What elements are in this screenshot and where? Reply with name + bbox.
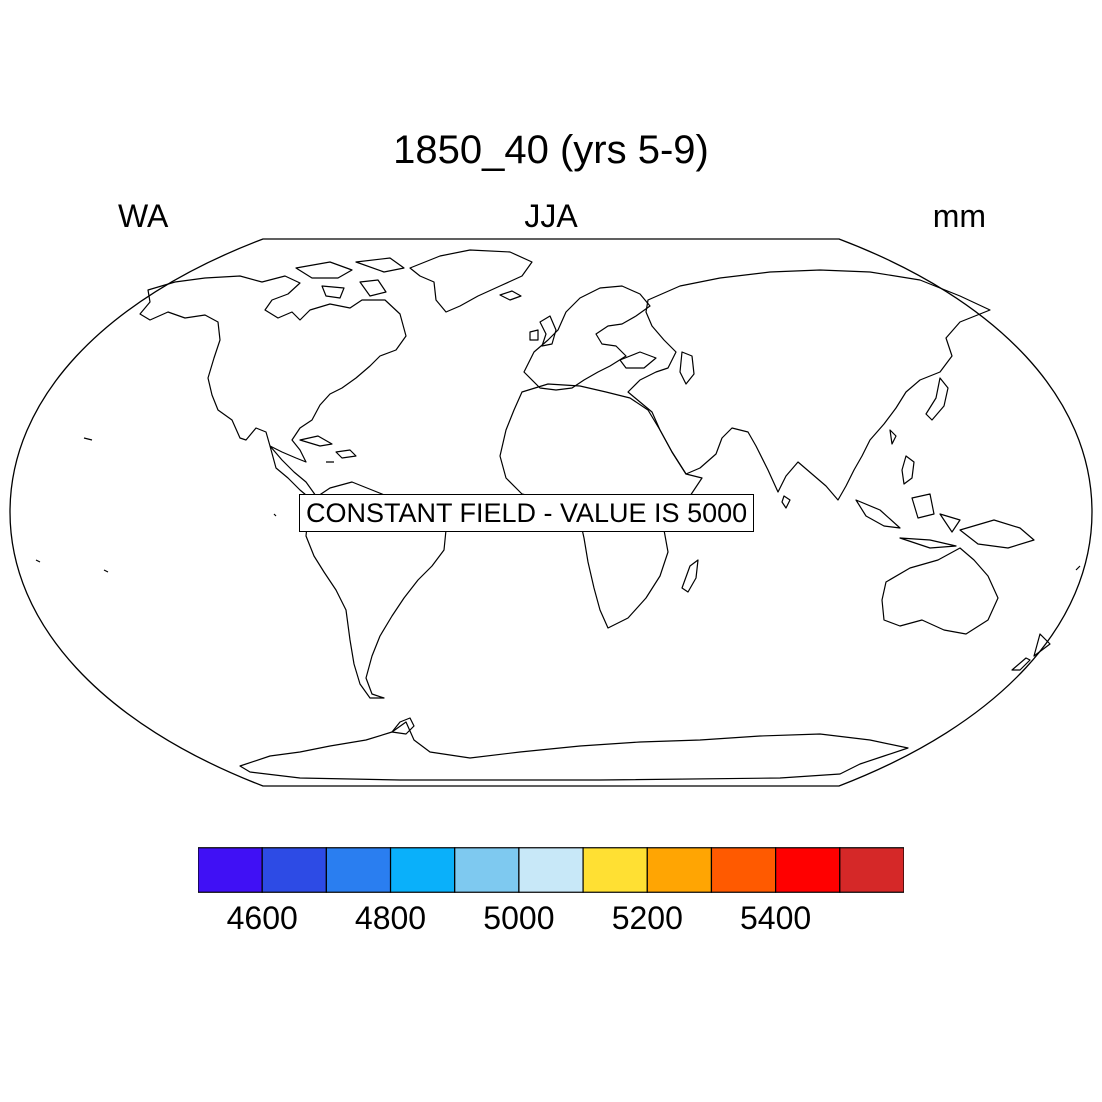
british-isles bbox=[529, 315, 557, 347]
pacific-islands bbox=[35, 437, 1081, 573]
colorbar-tick-label: 5200 bbox=[611, 900, 683, 936]
asia-coastline bbox=[627, 269, 991, 501]
colorbar-swatch bbox=[325, 847, 392, 893]
colorbar-swatch bbox=[261, 847, 327, 893]
colorbar-labels: 4600 4800 5000 5200 5400 bbox=[0, 900, 1102, 944]
caspian-sea bbox=[679, 351, 695, 385]
colorbar-tick-label: 4800 bbox=[354, 900, 427, 936]
left-subtitle: WA bbox=[118, 198, 169, 234]
constant-field-note: CONSTANT FIELD - VALUE IS 5000 bbox=[299, 494, 755, 532]
colorbar-tick-label: 4600 bbox=[226, 900, 298, 936]
colorbar-swatch bbox=[646, 847, 713, 893]
colorbar-tick-label: 5400 bbox=[740, 900, 812, 936]
philippines bbox=[889, 429, 915, 485]
australia-coastline bbox=[881, 547, 999, 635]
colorbar-swatch bbox=[518, 847, 584, 893]
europe-coastline bbox=[523, 285, 651, 391]
madagascar-coastline bbox=[681, 559, 699, 593]
units-label: mm bbox=[932, 198, 986, 234]
arctic-islands bbox=[295, 257, 405, 299]
colorbar-swatch bbox=[454, 847, 520, 893]
greenland-coastline bbox=[409, 249, 533, 313]
colorbar-swatch bbox=[775, 847, 841, 893]
colorbar-swatch bbox=[389, 847, 456, 893]
japan-coastline bbox=[925, 377, 949, 421]
new-zealand-coastline bbox=[1011, 633, 1051, 671]
antarctic-peninsula bbox=[391, 717, 415, 735]
colorbar-swatch bbox=[582, 847, 648, 893]
north-america-coastline bbox=[139, 275, 407, 463]
sri-lanka bbox=[781, 495, 791, 509]
colorbar-swatch bbox=[198, 847, 263, 893]
maritime-southeast-asia bbox=[855, 493, 1035, 549]
iceland-coastline bbox=[499, 290, 522, 301]
colorbar bbox=[198, 847, 904, 893]
plot-title: 1850_40 (yrs 5-9) bbox=[393, 128, 709, 172]
colorbar-swatch bbox=[839, 847, 904, 893]
colorbar-swatch bbox=[710, 847, 777, 893]
colorbar-tick-label: 5000 bbox=[483, 900, 555, 936]
caribbean-islands bbox=[299, 435, 357, 463]
center-subtitle: JJA bbox=[524, 198, 578, 234]
antarctica-coastline bbox=[239, 721, 909, 781]
black-sea bbox=[619, 351, 657, 369]
